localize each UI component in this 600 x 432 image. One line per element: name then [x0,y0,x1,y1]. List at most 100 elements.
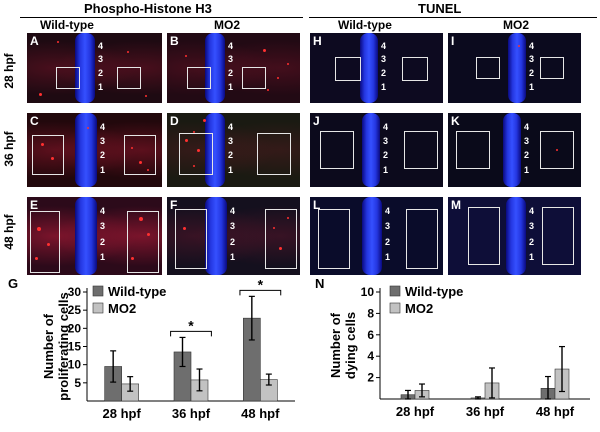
segment-number: 4 [230,206,236,216]
panel-letter: J [313,114,320,128]
segment-number: 1 [383,165,389,175]
micrograph-panel-a: 4 3 2 1 A [27,33,162,103]
stained-cell-dot [47,243,50,246]
significance-star: * [188,317,194,333]
tunel-header-rule [309,17,597,18]
stained-cell-dot [147,169,149,171]
row-label-36hpf: 36 hpf [2,131,16,167]
micrograph-panel-d: 4 3 2 1 D [167,113,300,187]
region-box [56,67,80,89]
segment-number: 3 [385,221,391,231]
nuclear-stain-spine [75,33,95,103]
segment-number: 3 [228,54,234,64]
panel-label-n: N [315,276,325,291]
region-box [540,57,564,79]
region-box [127,211,159,273]
segment-number: 3 [381,54,387,64]
panel-letter: E [30,198,39,212]
panel-letter: B [170,34,179,48]
micrograph-panel-m: 4 3 2 1 M [448,197,581,275]
panel-label-g: G [8,276,19,291]
stained-cell-dot [267,89,269,91]
row-label-28hpf: 28 hpf [2,53,16,89]
chart-dying-cells: Number ofdying cells 2 4 6 8 10 28 hpf 36 hpf 48… [328,284,590,419]
segment-number: 2 [529,68,535,78]
region-box [456,131,490,169]
stained-cell-dot [273,227,275,229]
stained-cell-dot [131,257,134,260]
stained-cell-dot [139,161,142,164]
region-box [318,209,350,269]
segment-number: 1 [529,252,535,262]
stained-cell-dot [185,55,187,57]
y-tick-label: 4 [367,349,374,363]
tunel-header: TUNEL [418,1,462,16]
segment-number: 2 [98,68,104,78]
panel-letter: H [313,34,322,48]
region-box [179,133,213,175]
stained-cell-dot [147,233,150,236]
y-tick-label: 25 [68,303,82,317]
panel-letter: L [313,198,321,212]
segment-number: 1 [381,82,387,92]
y-tick-label: 8 [367,306,374,320]
phh3-header: Phospho-Histone H3 [84,1,212,16]
x-tick-label: 48 hpf [241,406,280,421]
x-tick-label: 28 hpf [103,406,142,421]
segment-number: 1 [100,165,106,175]
stained-cell-dot [263,49,266,52]
segment-number: 3 [383,136,389,146]
segment-number: 1 [228,165,234,175]
y-tick-label: 10 [68,358,82,372]
region-box [406,209,438,269]
region-box [175,209,207,269]
x-tick-label: 28 hpf [396,404,435,419]
micrograph-panel-c: 4 3 2 1 C [27,113,162,187]
region-box [402,57,428,81]
nuclear-stain-spine [360,33,378,103]
y-tick-label: 5 [74,376,81,390]
segment-number: 2 [524,150,530,160]
region-box [32,135,64,175]
segment-number: 4 [98,41,104,51]
row-label-48hpf: 48 hpf [2,214,16,250]
segment-number: 4 [385,206,391,216]
segment-number: 1 [524,165,530,175]
legend-swatch [92,302,104,314]
nuclear-stain-spine [506,197,526,275]
significance-bracket [239,289,282,296]
segment-number: 4 [524,122,530,132]
micrograph-panel-k: 4 3 2 1 K [448,113,581,187]
segment-number: 2 [381,68,387,78]
panel-letter: D [170,114,179,128]
stained-cell-dot [197,149,200,152]
stained-cell-dot [145,95,147,97]
y-tick-label: 6 [367,328,374,342]
region-box [257,133,291,175]
segment-number: 3 [100,221,106,231]
stained-cell-dot [127,51,129,53]
micrograph-panel-l: 4 3 2 1 L [310,197,443,275]
significance-bracket [170,330,212,337]
stained-cell-dot [279,247,282,250]
phh3-header-rule [20,17,303,18]
stained-cell-dot [185,139,188,142]
segment-number: 4 [100,122,106,132]
segment-number: 2 [228,150,234,160]
region-box [404,131,438,169]
y-tick-label: 30 [68,285,82,299]
segment-number: 3 [529,54,535,64]
panel-letter: A [30,34,39,48]
legend-swatch [92,285,104,297]
panel-letter: F [170,198,178,212]
stained-cell-dot [203,119,206,122]
segment-number: 2 [100,150,106,160]
nuclear-stain-spine [362,197,382,275]
nuclear-stain-spine [362,113,380,187]
subheader-mo2-phh3: MO2 [214,18,241,32]
subheader-mo2-tunel: MO2 [503,18,530,32]
segment-number: 3 [228,136,234,146]
stained-cell-dot [41,143,44,146]
subheader-wt-tunel: Wild-type [338,18,392,32]
panel-letter: I [451,34,455,48]
